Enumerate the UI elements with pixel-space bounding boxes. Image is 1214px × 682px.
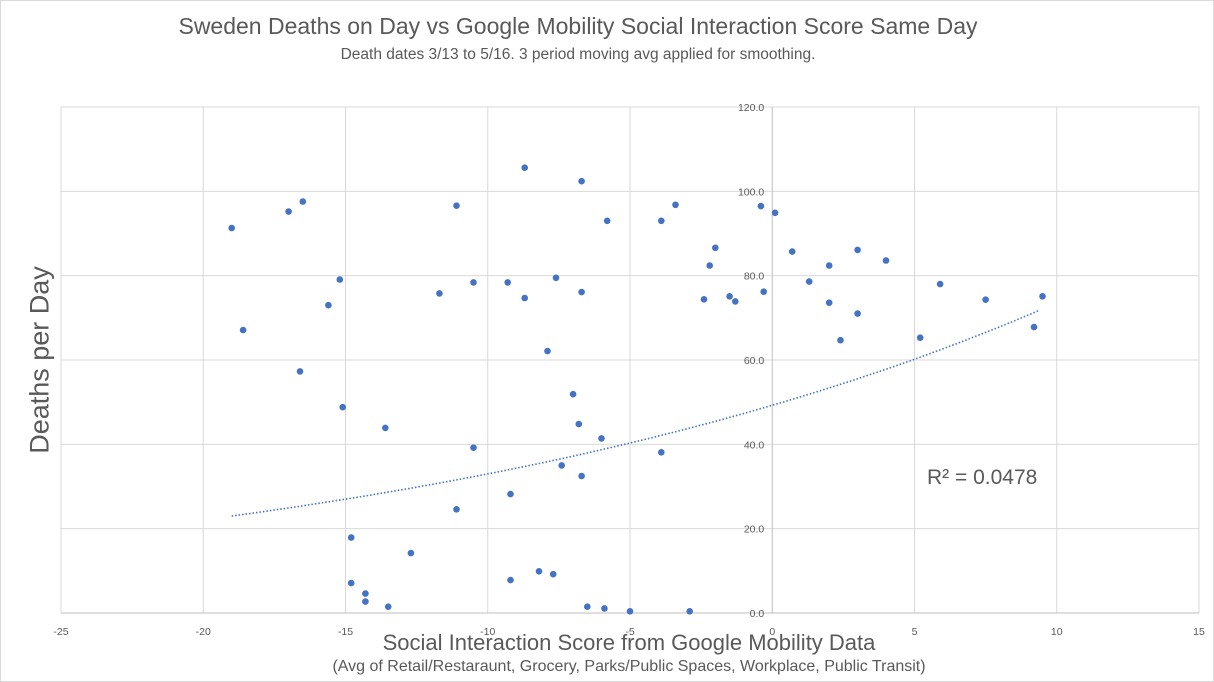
- data-point: [285, 208, 292, 215]
- data-point: [325, 301, 332, 309]
- x-tick-label: 0: [769, 626, 775, 638]
- data-point: [453, 506, 460, 513]
- data-point: [382, 424, 389, 432]
- data-point: [825, 262, 833, 269]
- data-point: [336, 276, 344, 283]
- data-point: [521, 294, 528, 302]
- y-tick-label: 120.0: [738, 102, 764, 114]
- data-point: [228, 224, 235, 232]
- data-point: [712, 244, 719, 252]
- data-point: [1039, 293, 1046, 300]
- data-point: [598, 435, 605, 442]
- data-point: [732, 298, 739, 305]
- data-point: [436, 290, 443, 297]
- data-point: [549, 570, 557, 578]
- data-point: [544, 347, 551, 355]
- data-point: [384, 603, 392, 610]
- x-tick-label: 5: [912, 626, 918, 638]
- data-point: [837, 336, 844, 344]
- data-point: [362, 590, 369, 597]
- r-squared-label: R² = 0.0478: [927, 466, 1038, 489]
- data-point: [453, 202, 460, 209]
- data-point: [854, 246, 861, 254]
- data-point: [362, 598, 369, 605]
- x-axis-note: (Avg of Retail/Restaraunt, Grocery, Park…: [332, 658, 926, 675]
- data-point: [700, 296, 708, 303]
- trendline: [231, 309, 1041, 517]
- data-point: [603, 217, 611, 225]
- x-tick-label: 15: [1193, 626, 1205, 638]
- data-point: [882, 257, 890, 264]
- y-tick-label: 40.0: [744, 439, 765, 451]
- x-tick-label: -5: [625, 626, 634, 638]
- data-point: [339, 403, 347, 411]
- y-tick-label: 60.0: [744, 355, 765, 367]
- data-point: [771, 209, 779, 217]
- data-point: [760, 288, 767, 296]
- data-point: [854, 310, 861, 317]
- x-tick-label: -10: [480, 626, 495, 638]
- y-tick-label: 100.0: [738, 186, 764, 198]
- data-points: [228, 164, 1046, 615]
- x-tick-label: -15: [338, 626, 353, 638]
- gridlines: [60, 106, 1200, 613]
- data-point: [507, 576, 514, 584]
- data-point: [726, 293, 733, 300]
- data-point: [805, 278, 813, 285]
- data-point: [347, 534, 355, 541]
- x-tick-label: -25: [53, 626, 68, 638]
- data-point: [706, 262, 713, 269]
- trendline-group: [231, 309, 1041, 517]
- data-point: [601, 605, 608, 612]
- y-tick-label: 20.0: [744, 524, 765, 536]
- data-point: [239, 326, 247, 334]
- chart-subtitle: Death dates 3/13 to 5/16. 3 period movin…: [340, 46, 816, 63]
- data-point: [686, 608, 693, 615]
- data-point: [578, 472, 585, 480]
- data-point: [569, 390, 577, 398]
- data-point: [296, 368, 304, 375]
- data-point: [470, 444, 477, 452]
- tick-labels: -25 -20 -15 -10 -5 0 5 10 15 0.0 20.0 40.0 60.0 80.0 1…: [53, 102, 1205, 638]
- data-point: [788, 248, 796, 255]
- x-axis-title: Social Interaction Score from Google Mob…: [382, 630, 876, 655]
- data-point: [658, 449, 665, 456]
- data-point: [578, 288, 585, 296]
- data-point: [982, 296, 989, 304]
- data-point: [558, 462, 565, 469]
- data-point: [470, 279, 477, 286]
- data-point: [299, 198, 307, 205]
- data-point: [578, 177, 585, 185]
- data-point: [521, 164, 528, 171]
- data-point: [1030, 323, 1038, 331]
- data-point: [347, 579, 355, 587]
- y-axis-title: Deaths per Day: [24, 266, 55, 454]
- data-point: [916, 334, 924, 342]
- data-point: [535, 568, 543, 575]
- chart-title: Sweden Deaths on Day vs Google Mobility …: [178, 13, 978, 39]
- data-point: [507, 490, 514, 498]
- data-point: [552, 274, 560, 282]
- data-point: [504, 279, 512, 286]
- y-tick-label: 80.0: [744, 271, 765, 283]
- data-point: [626, 608, 634, 615]
- y-tick-label: 0.0: [750, 608, 765, 620]
- data-point: [575, 420, 583, 428]
- x-tick-label: -20: [196, 626, 211, 638]
- data-point: [825, 299, 833, 307]
- data-point: [658, 217, 665, 225]
- data-point: [407, 549, 415, 557]
- x-tick-label: 10: [1051, 626, 1063, 638]
- data-point: [584, 603, 591, 610]
- data-point: [672, 201, 679, 209]
- data-point: [936, 280, 944, 288]
- data-point: [757, 202, 765, 210]
